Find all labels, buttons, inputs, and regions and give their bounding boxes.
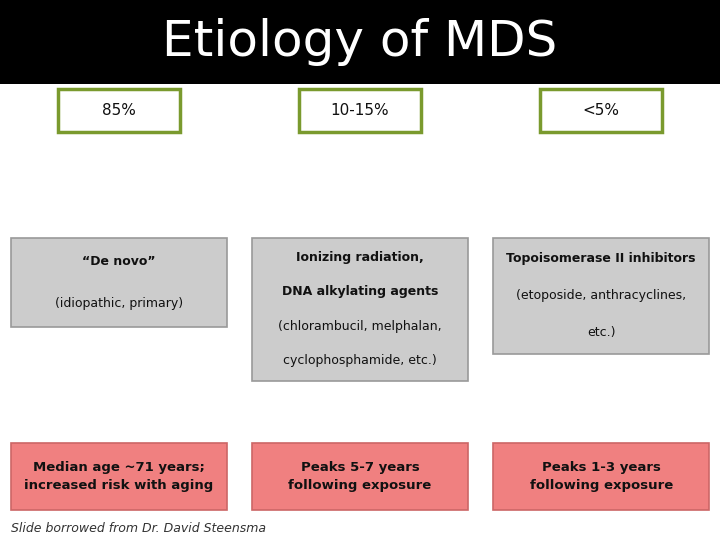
Text: 85%: 85%	[102, 103, 136, 118]
Text: Topoisomerase II inhibitors: Topoisomerase II inhibitors	[506, 252, 696, 265]
Text: (idiopathic, primary): (idiopathic, primary)	[55, 296, 183, 309]
Text: Peaks 1-3 years
following exposure: Peaks 1-3 years following exposure	[530, 461, 672, 492]
Text: Median age ~71 years;
increased risk with aging: Median age ~71 years; increased risk wit…	[24, 461, 213, 492]
Text: <5%: <5%	[582, 103, 620, 118]
FancyBboxPatch shape	[11, 238, 227, 327]
FancyBboxPatch shape	[540, 89, 662, 132]
FancyBboxPatch shape	[58, 89, 180, 132]
Text: cyclophosphamide, etc.): cyclophosphamide, etc.)	[283, 354, 437, 367]
FancyBboxPatch shape	[493, 443, 709, 510]
FancyBboxPatch shape	[252, 443, 468, 510]
Text: “De novo”: “De novo”	[82, 255, 156, 268]
Text: Slide borrowed from Dr. David Steensma: Slide borrowed from Dr. David Steensma	[11, 522, 266, 535]
Text: Peaks 5-7 years
following exposure: Peaks 5-7 years following exposure	[289, 461, 431, 492]
FancyBboxPatch shape	[299, 89, 421, 132]
FancyBboxPatch shape	[11, 443, 227, 510]
Text: Etiology of MDS: Etiology of MDS	[163, 18, 557, 66]
Text: etc.): etc.)	[587, 326, 616, 339]
Text: 10-15%: 10-15%	[330, 103, 390, 118]
Text: (etoposide, anthracyclines,: (etoposide, anthracyclines,	[516, 289, 686, 302]
FancyBboxPatch shape	[252, 238, 468, 381]
Text: DNA alkylating agents: DNA alkylating agents	[282, 286, 438, 299]
Text: Ionizing radiation,: Ionizing radiation,	[296, 251, 424, 264]
Text: (chlorambucil, melphalan,: (chlorambucil, melphalan,	[278, 320, 442, 333]
FancyBboxPatch shape	[493, 238, 709, 354]
FancyBboxPatch shape	[0, 0, 720, 84]
